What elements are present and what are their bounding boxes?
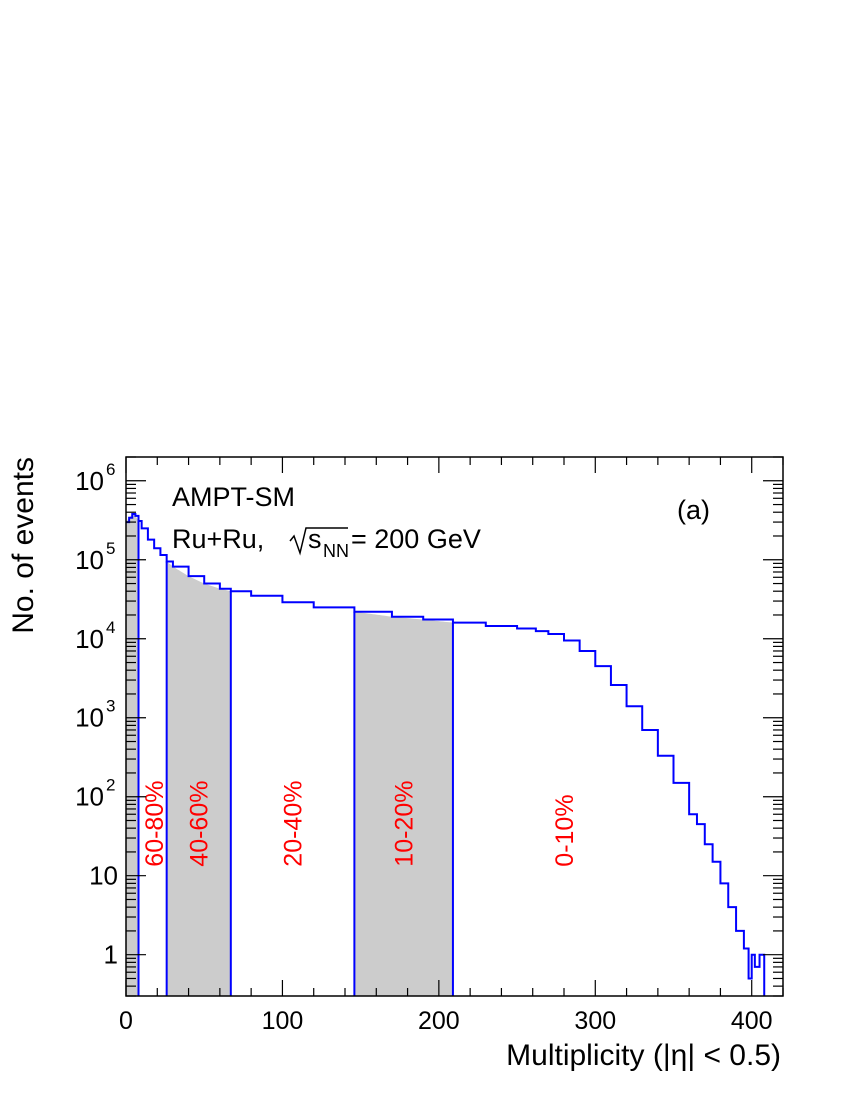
band-label-1: 40-60% xyxy=(186,781,214,867)
x-tick-label-1: 100 xyxy=(262,1007,304,1035)
y-tick-exponent-5: 5 xyxy=(106,539,115,558)
plot-frame xyxy=(125,456,784,997)
shaded-band-3 xyxy=(354,611,453,996)
y-tick-label-4: 10 xyxy=(75,624,104,654)
y-tick-exponent-3: 3 xyxy=(106,697,115,716)
y-tick-exponent-6: 6 xyxy=(106,460,115,479)
sqrt-symbol xyxy=(289,527,348,556)
x-tick-label-3: 300 xyxy=(574,1007,616,1035)
y-tick-exponent-4: 4 xyxy=(106,618,115,637)
y-tick-label-2: 10 xyxy=(75,782,104,812)
y-tick-label-3: 10 xyxy=(75,703,104,733)
band-label-2: 20-40% xyxy=(280,781,308,867)
x-axis-label: Multiplicity (|η| < 0.5) xyxy=(506,1039,781,1072)
band-label-4: 0-10% xyxy=(551,794,579,866)
y-axis-label: No. of events xyxy=(7,457,40,634)
band-label-0: 60-80% xyxy=(141,781,169,867)
sqrt-subscript: NN xyxy=(323,541,349,561)
band-label-3: 10-20% xyxy=(391,781,419,867)
chart-subtitle: Ru+Ru, xyxy=(172,524,264,554)
y-tick-label-1: 10 xyxy=(89,861,118,891)
y-tick-exponent-2: 2 xyxy=(106,776,115,795)
chart-title: AMPT-SM xyxy=(172,482,295,512)
x-tick-label-4: 400 xyxy=(731,1007,773,1035)
y-tick-label-6: 10 xyxy=(75,466,104,496)
x-tick-label-2: 200 xyxy=(418,1007,460,1035)
panel-label: (a) xyxy=(677,495,710,525)
shaded-bands xyxy=(126,513,453,996)
y-tick-label-0: 1 xyxy=(104,940,118,970)
shaded-band-0 xyxy=(126,513,139,996)
histogram-curve xyxy=(126,512,766,996)
band-edges xyxy=(137,520,454,996)
subtitle-suffix: = 200 GeV xyxy=(351,524,481,554)
subtitle-prefix: Ru+Ru, xyxy=(172,524,264,554)
y-tick-label-5: 10 xyxy=(75,545,104,575)
x-axis-ticks: 0 100 200 300 400 xyxy=(119,457,784,1035)
sqrt-base: s xyxy=(308,524,322,554)
x-tick-label-0: 0 xyxy=(119,1007,133,1035)
series-line xyxy=(126,512,766,996)
band-labels: 60-80% 40-60% 20-40% 10-20% 0-10% xyxy=(141,781,579,867)
shaded-band-1 xyxy=(166,561,231,996)
